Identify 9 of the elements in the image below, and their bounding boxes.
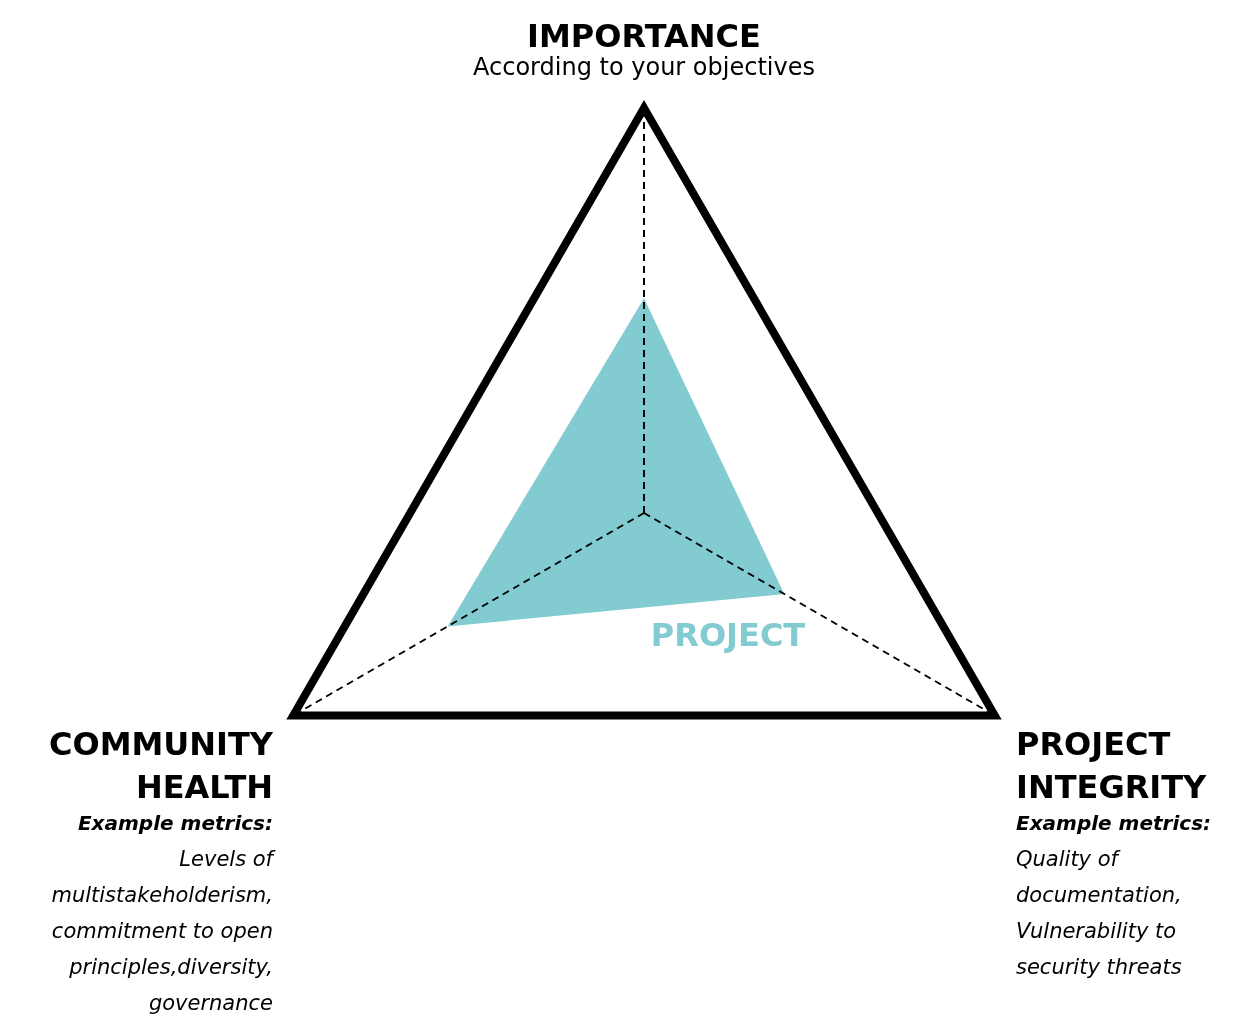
series-label: PROJECT: [650, 616, 806, 654]
text: According to your objectives: [473, 53, 815, 81]
text: Example metrics:: [1016, 810, 1212, 835]
spoke-label: IMPORTANCE: [527, 17, 761, 55]
text: Quality of documentation, Vulnerability to security threats: [1016, 847, 1182, 979]
text: Levels of multistakeholderism, commitment to open principles,diversity, governance: [51, 847, 277, 1015]
spoke-label: PROJECT INTEGRITY: [1016, 725, 1208, 806]
spoke-label: COMMUNITY HEALTH: [48, 725, 274, 806]
text: Example metrics:: [77, 810, 273, 835]
